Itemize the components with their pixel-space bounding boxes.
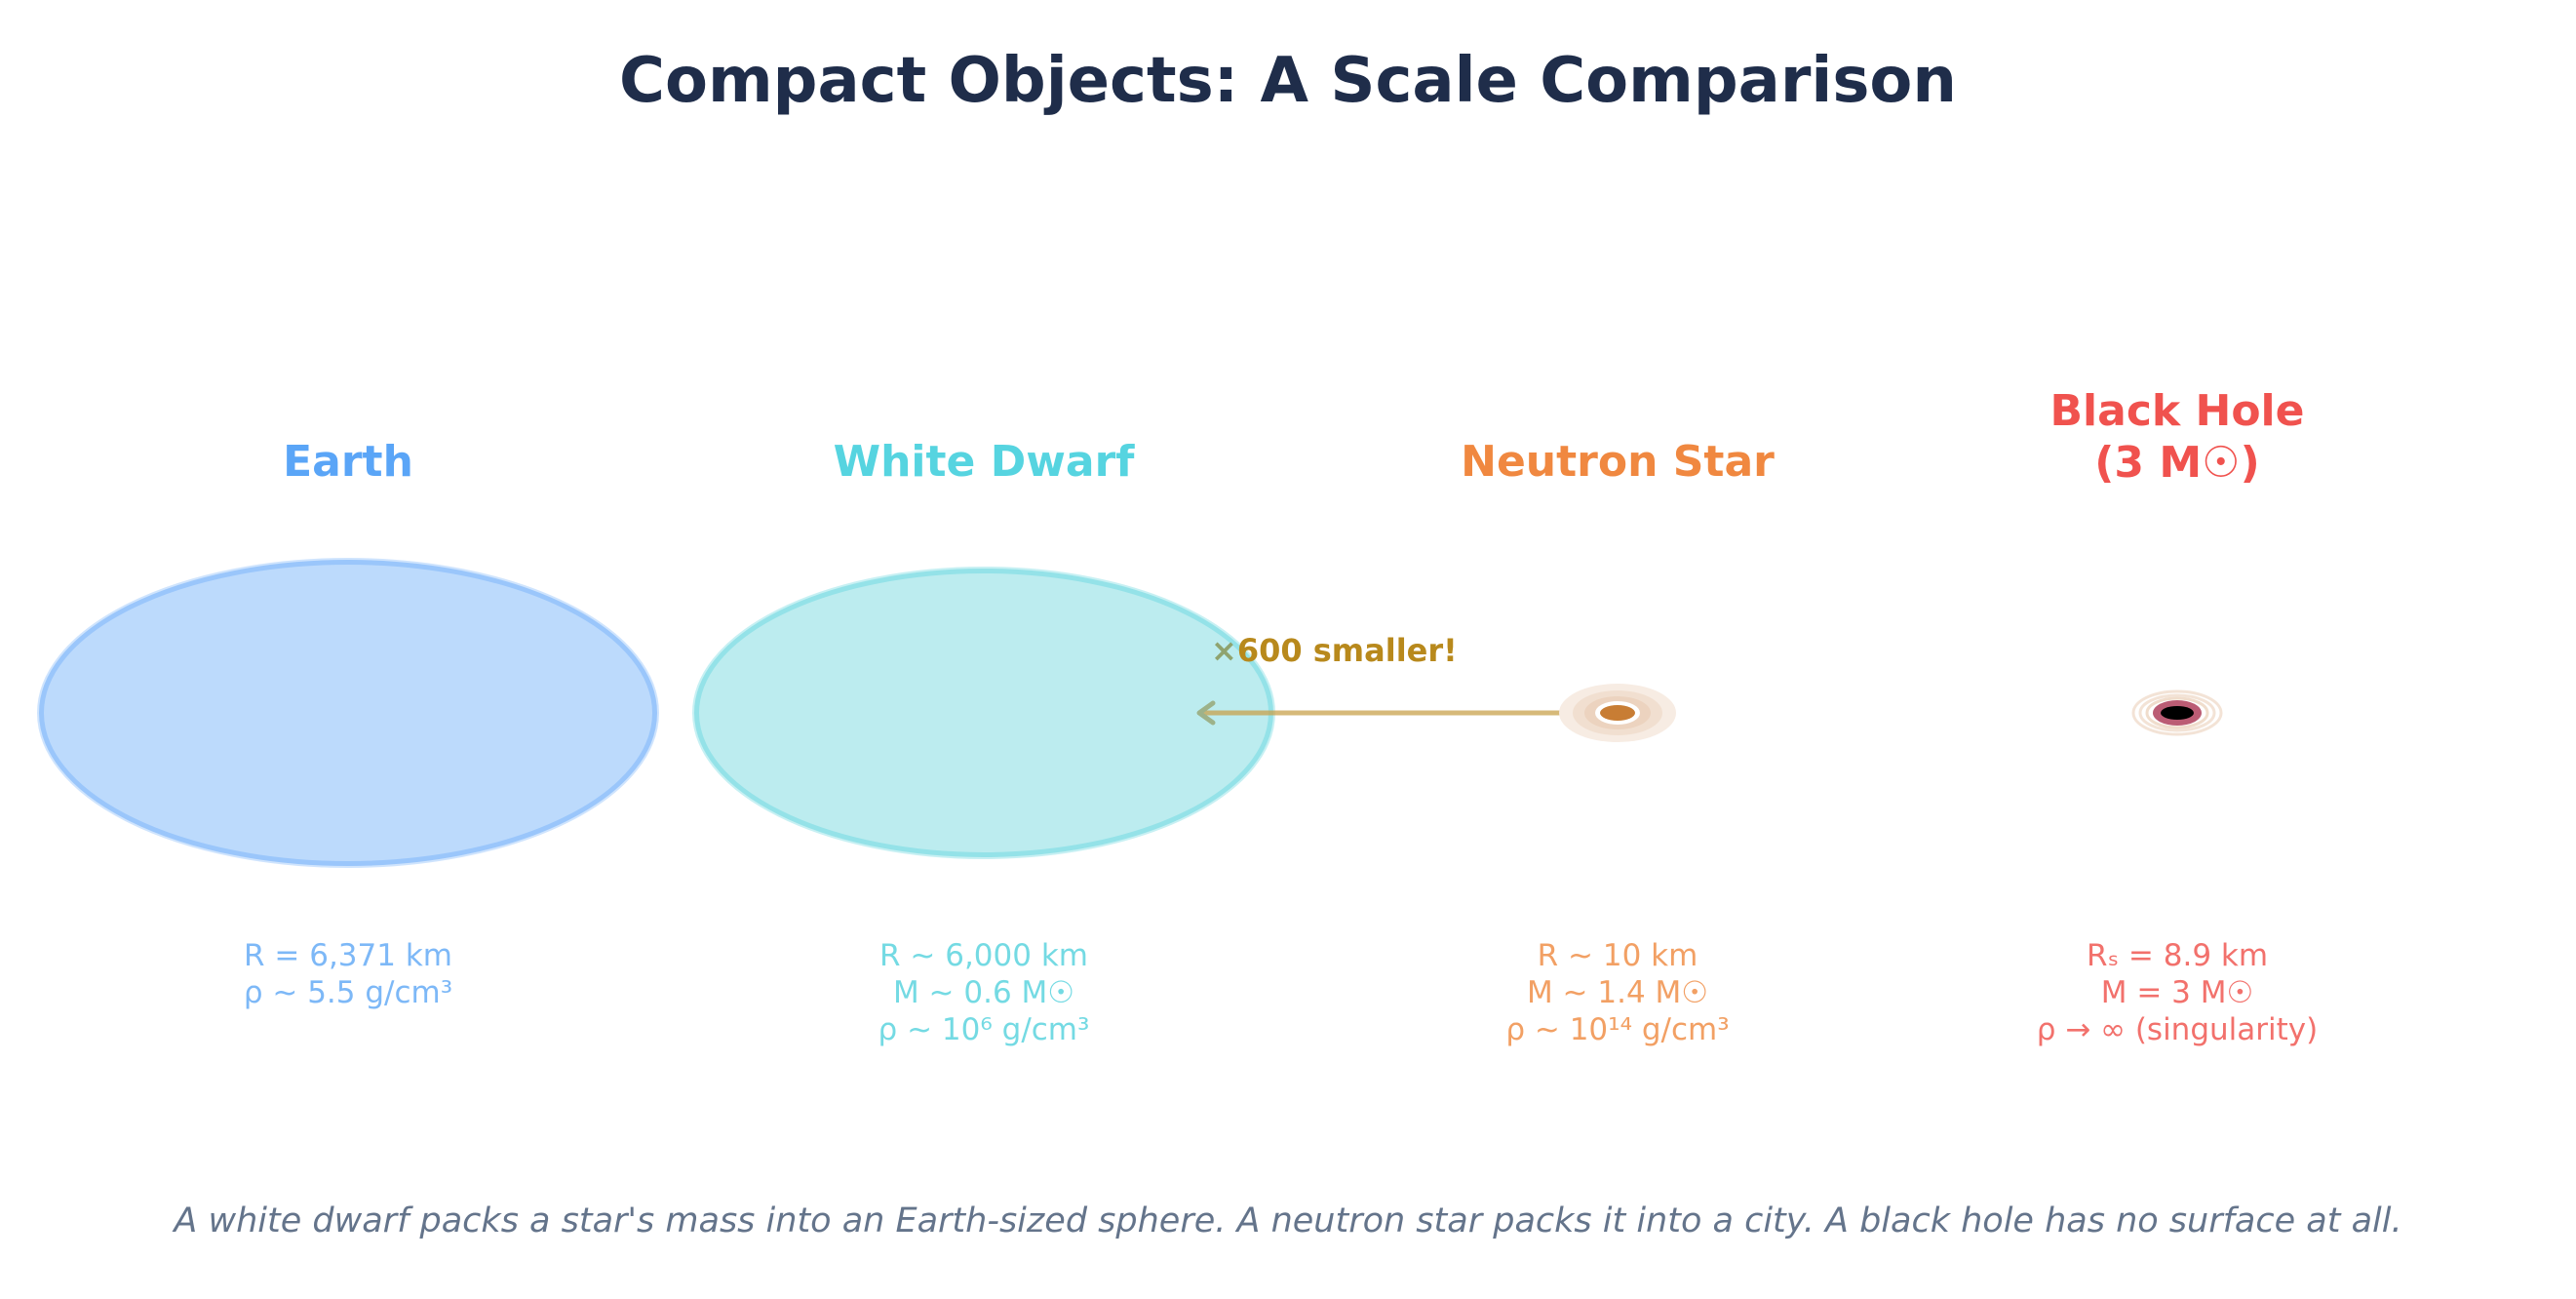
stat-density: ρ ~ 10⁶ g/cm³ (878, 1012, 1090, 1047)
white-dwarf-sphere (693, 568, 1274, 858)
annotation-text: 600 smaller! (1236, 632, 1458, 669)
label-white-dwarf: White Dwarf (833, 437, 1135, 487)
stat-radius: R ~ 6,000 km (879, 938, 1088, 973)
label-black-hole-line1: Black Hole (2049, 386, 2305, 436)
stat-radius: R ~ 10 km (1537, 938, 1698, 973)
black-hole (2131, 689, 2223, 736)
stats-neutron-star: R ~ 10 km M ~ 1.4 M☉ ρ ~ 10¹⁴ g/cm³ (1325, 937, 1910, 1048)
neutron-star (1559, 684, 1676, 742)
label-black-hole: Black Hole (3 M☉) (1885, 385, 2470, 489)
scale-annotation: ×600 smaller! (1211, 632, 1458, 669)
stat-radius: Rₛ = 8.9 km (2086, 938, 2269, 973)
stat-density: ρ → ∞ (singularity) (2036, 1012, 2319, 1047)
stats-black-hole: Rₛ = 8.9 km M = 3 M☉ ρ → ∞ (singularity) (1885, 937, 2470, 1048)
arrow-head-icon (1196, 700, 1216, 726)
label-earth: Earth (283, 437, 413, 487)
stat-density: ρ ~ 5.5 g/cm³ (243, 975, 453, 1010)
footer-caption: A white dwarf packs a star's mass into a… (174, 1201, 2402, 1240)
stat-mass: M = 3 M☉ (2100, 975, 2254, 1010)
stat-mass: M ~ 1.4 M☉ (1526, 975, 1709, 1010)
stats-white-dwarf: R ~ 6,000 km M ~ 0.6 M☉ ρ ~ 10⁶ g/cm³ (691, 937, 1276, 1048)
stat-mass: M ~ 0.6 M☉ (892, 975, 1075, 1010)
label-black-hole-line2: (3 M☉) (2094, 438, 2260, 488)
stat-density: ρ ~ 10¹⁴ g/cm³ (1505, 1012, 1730, 1047)
stat-radius: R = 6,371 km (244, 938, 452, 973)
label-neutron-star: Neutron Star (1461, 437, 1775, 487)
times-symbol: × (1211, 632, 1237, 669)
diagram-title: Compact Objects: A Scale Comparison (619, 45, 1957, 117)
earth-sphere (38, 559, 658, 867)
stats-earth: R = 6,371 km ρ ~ 5.5 g/cm³ (56, 937, 641, 1011)
